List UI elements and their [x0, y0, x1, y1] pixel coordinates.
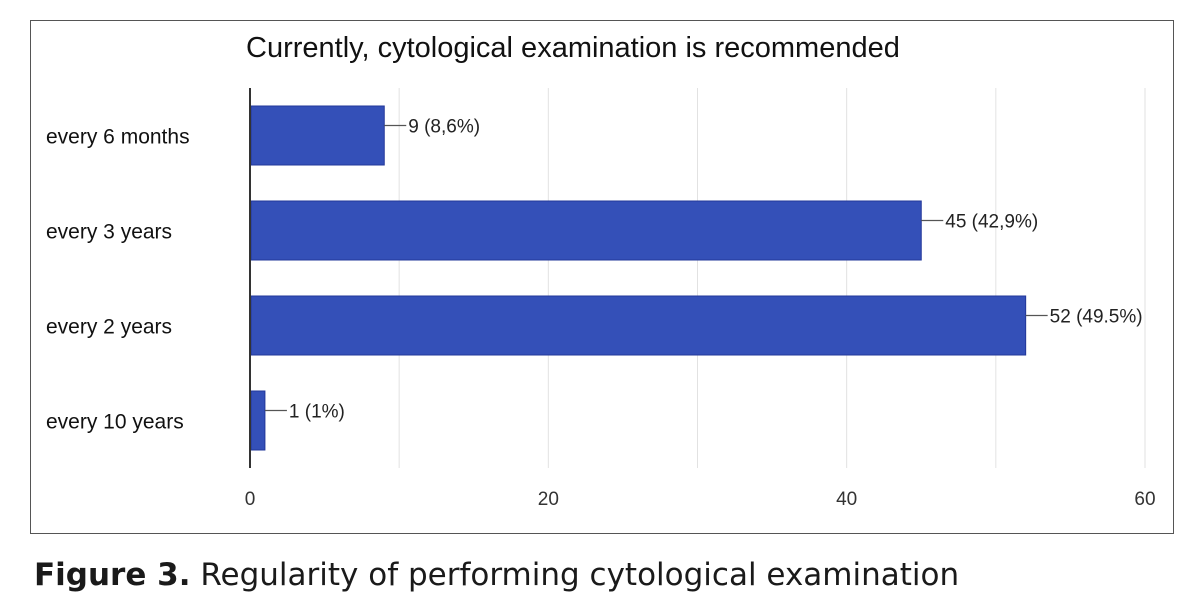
- x-tick-label: 20: [538, 489, 559, 510]
- x-tick-label: 40: [836, 489, 857, 510]
- chart-title: Currently, cytological examination is re…: [246, 32, 900, 64]
- bar: [250, 390, 266, 451]
- bars: 9 (8,6%) 45 (42,9%) 52 (49.5%) 1 (1%): [250, 105, 1143, 451]
- category-label: every 3 years: [46, 221, 172, 244]
- figure-caption: Figure 3. Regularity of performing cytol…: [34, 557, 959, 593]
- figure-caption-text: Regularity of performing cytological exa…: [190, 557, 960, 593]
- gridlines: [398, 88, 1146, 468]
- data-label: 9 (8,6%): [408, 117, 480, 138]
- category-label: every 2 years: [46, 316, 172, 339]
- bar: [250, 200, 922, 261]
- data-label: 45 (42,9%): [945, 212, 1038, 233]
- chart-frame: [30, 20, 1174, 534]
- category-label: every 6 months: [46, 126, 190, 149]
- axes: every 6 months every 3 years every 2 years…: [46, 88, 1156, 510]
- x-tick-label: 0: [245, 489, 256, 510]
- data-label: 52 (49.5%): [1050, 307, 1143, 328]
- x-tick-label: 60: [1134, 489, 1155, 510]
- data-label: 1 (1%): [289, 402, 345, 423]
- bar: [250, 295, 1027, 356]
- category-label: every 10 years: [46, 411, 184, 434]
- figure-caption-lead: Figure 3.: [34, 557, 191, 593]
- bar: [250, 105, 385, 166]
